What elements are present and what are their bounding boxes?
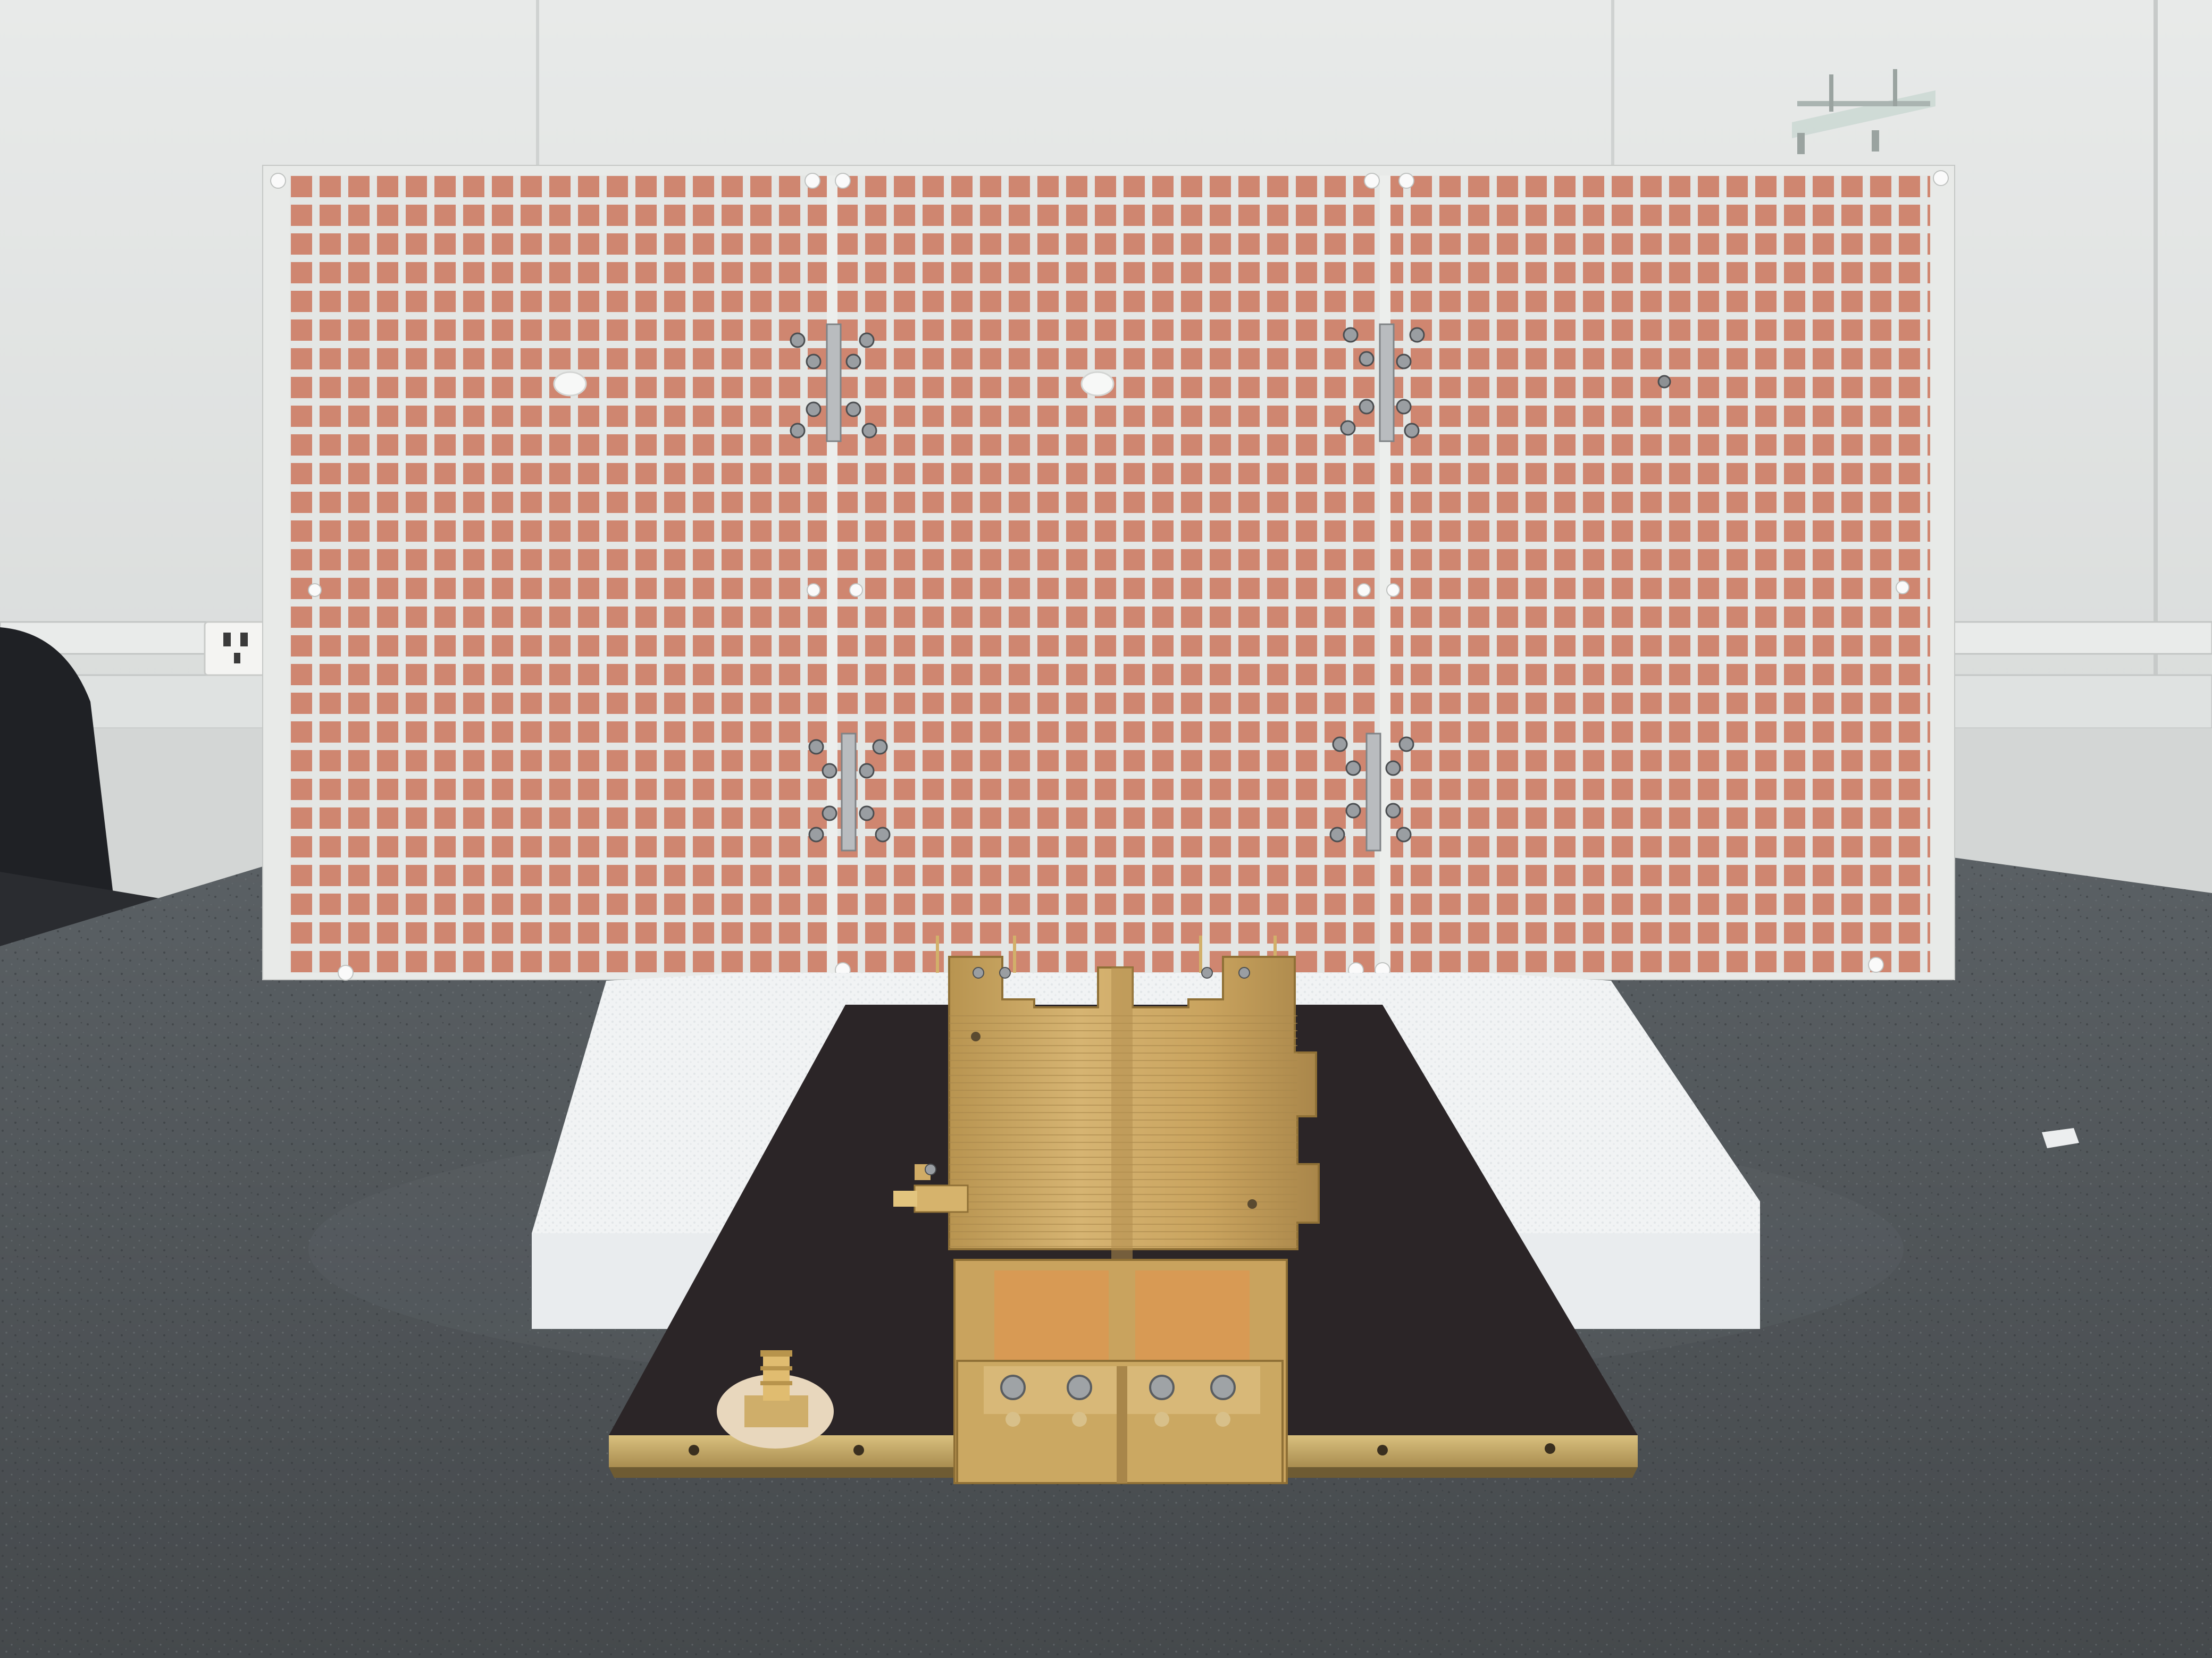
flange-bolt	[1000, 1375, 1026, 1400]
panel-stud	[1386, 583, 1400, 597]
sma-connector-base	[717, 1350, 834, 1449]
reflectarray-panel	[262, 165, 1955, 981]
panel-stud	[1933, 170, 1949, 186]
power-socket	[204, 621, 272, 676]
panel-stud	[1364, 173, 1380, 189]
panel-screw	[1657, 375, 1671, 389]
hinge-bracket-upper-left	[790, 323, 877, 442]
glass-shelf	[1792, 69, 1936, 154]
hinge-bracket-lower-right	[1329, 733, 1414, 852]
panel-stud	[849, 583, 863, 597]
flange-bolt	[1067, 1375, 1092, 1400]
panel-center-section	[837, 175, 1380, 973]
paper-scrap	[2042, 1128, 2079, 1148]
hinge-bracket-lower-left	[808, 733, 891, 852]
panel-right-section	[1390, 175, 1930, 973]
panel-stud	[1357, 583, 1371, 597]
panel-stud	[1398, 173, 1414, 189]
wall-vertical-seam-far-right	[2154, 0, 2158, 691]
panel-stud	[338, 965, 354, 981]
panel-hole	[1080, 371, 1115, 397]
panel-stud	[308, 583, 322, 597]
panel-stud	[807, 583, 820, 597]
hinge-bracket-upper-right	[1340, 323, 1425, 442]
panel-stud	[1896, 580, 1909, 594]
panel-stud	[1868, 957, 1884, 973]
flange-bolt	[1210, 1375, 1236, 1400]
panel-stud	[270, 173, 286, 189]
feed-horn-assembly	[893, 936, 1320, 1484]
flange-bolt	[1149, 1375, 1175, 1400]
panel-stud	[805, 173, 820, 189]
panel-stud	[835, 173, 851, 189]
panel-left-section	[290, 175, 827, 973]
panel-hole	[553, 371, 587, 397]
